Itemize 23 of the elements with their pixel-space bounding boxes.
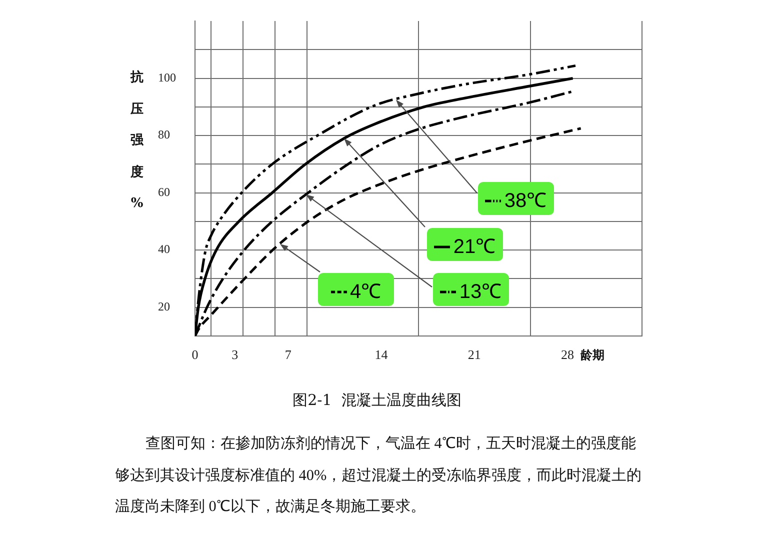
y-tick-label: 100 (158, 70, 176, 84)
legend-label: 13℃ (459, 280, 502, 304)
x-axis-title: 龄期 (580, 347, 604, 364)
text: 查图可知：在掺加防冻剂的情况下，气温在 4℃时，五天时混凝土的强度能够达到其设计强度标准值的 40%，超过混凝土的受冻临界强度，而此时混凝土的温度尚未降到 0℃以下，故满足冬期施工要求。 (115, 434, 643, 517)
x-tick-label: 7 (284, 347, 292, 362)
y-tick-label: 80 (158, 128, 170, 142)
label-tag: 21℃ (427, 228, 503, 261)
x-tick-label: 3 (232, 347, 238, 362)
label-tag: 4℃ (318, 273, 394, 306)
x-tick-label: 14 (374, 347, 388, 362)
label-tag: 13℃ (433, 273, 509, 306)
y-tick-label: 20 (158, 300, 170, 314)
label-tag: 38℃ (478, 182, 554, 215)
x-tick-label: 0 (192, 347, 198, 362)
text: 抗压强度% (130, 70, 144, 211)
legend-label: 4℃ (350, 280, 382, 304)
x-tick-label: 28 (561, 347, 574, 362)
legend-label: 38℃ (504, 188, 547, 212)
y-tick-label: 40 (158, 242, 170, 256)
x-tick-label: 21 (468, 347, 481, 362)
legend-label: 21℃ (453, 234, 496, 258)
y-tick-label: 60 (158, 184, 170, 199)
caption: 图2-1 混凝土温度曲线图 (292, 391, 462, 410)
